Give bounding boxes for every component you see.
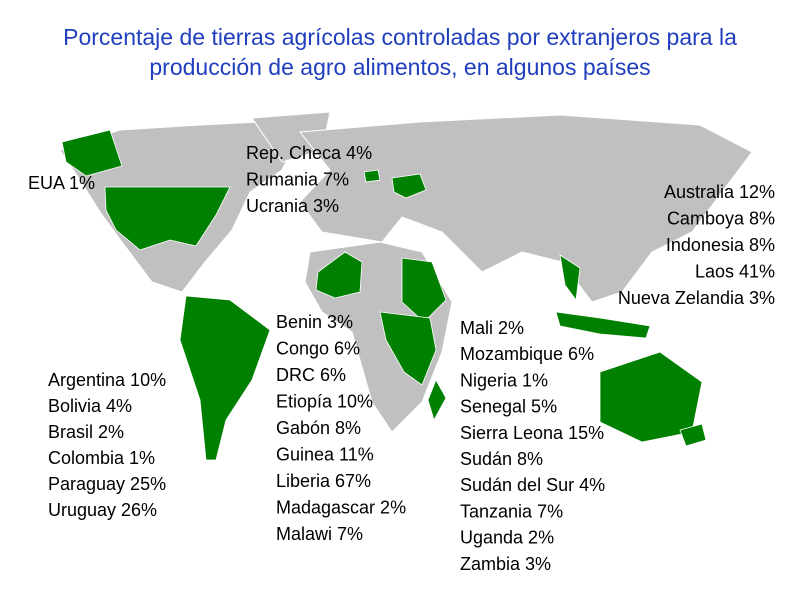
central-africa [379, 311, 437, 386]
east-africa [401, 257, 447, 323]
country-label: Nigeria 1% [460, 370, 548, 390]
country-label: Paraguay 25% [48, 474, 166, 494]
country-label: Zambia 3% [460, 554, 551, 574]
country-label: Rep. Checa 4% [246, 143, 372, 163]
country-label: Argentina 10% [48, 370, 166, 390]
country-label: Sudán del Sur 4% [460, 475, 605, 495]
title-line: Porcentaje de tierras agrícolas controla… [63, 24, 737, 50]
romania-ukraine [391, 173, 427, 199]
labels: EUA 1% Rep. Checa 4% Rumania 7% Ucrania 3% A… [28, 143, 775, 574]
country-label: Ucrania 3% [246, 196, 339, 216]
country-label: Colombia 1% [48, 448, 155, 468]
country-label: Tanzania 7% [460, 501, 563, 521]
country-label: Madagascar 2% [276, 498, 406, 518]
country-label: Laos 41% [695, 262, 775, 282]
new-zealand [679, 423, 707, 447]
title-line: producción de agro alimentos, en algunos… [149, 54, 650, 80]
country-label: Gabón 8% [276, 418, 361, 438]
country-label: Australia 12% [664, 182, 775, 202]
country-label: Sudán 8% [460, 449, 543, 469]
country-label: Mozambique 6% [460, 344, 594, 364]
country-label: Camboya 8% [667, 209, 775, 229]
country-label: Uganda 2% [460, 528, 554, 548]
world-map [59, 111, 753, 461]
country-label: Uruguay 26% [48, 500, 157, 520]
country-label: Bolivia 4% [48, 396, 132, 416]
indonesia [555, 311, 651, 339]
southeast-asia [559, 254, 581, 302]
country-label: Sierra Leona 15% [460, 423, 604, 443]
alaska [61, 129, 123, 177]
country-label: Rumania 7% [246, 170, 349, 190]
usa [104, 186, 231, 251]
czech [363, 169, 381, 183]
country-label: Etiopía 10% [276, 392, 373, 412]
country-label: Brasil 2% [48, 422, 124, 442]
madagascar [427, 379, 447, 422]
country-label: Congo 6% [276, 339, 360, 359]
country-label: Indonesia 8% [666, 235, 775, 255]
west-africa [315, 251, 363, 299]
country-label: Benin 3% [276, 312, 353, 332]
country-label: Nueva Zelandia 3% [618, 288, 775, 308]
country-label: EUA 1% [28, 173, 95, 193]
south-america [179, 295, 271, 461]
country-label: Guinea 11% [276, 445, 374, 465]
country-label: Liberia 67% [276, 471, 371, 491]
country-label: Senegal 5% [460, 397, 557, 417]
country-label: Mali 2% [460, 318, 524, 338]
country-label: DRC 6% [276, 365, 346, 385]
country-label: Malawi 7% [276, 524, 363, 544]
